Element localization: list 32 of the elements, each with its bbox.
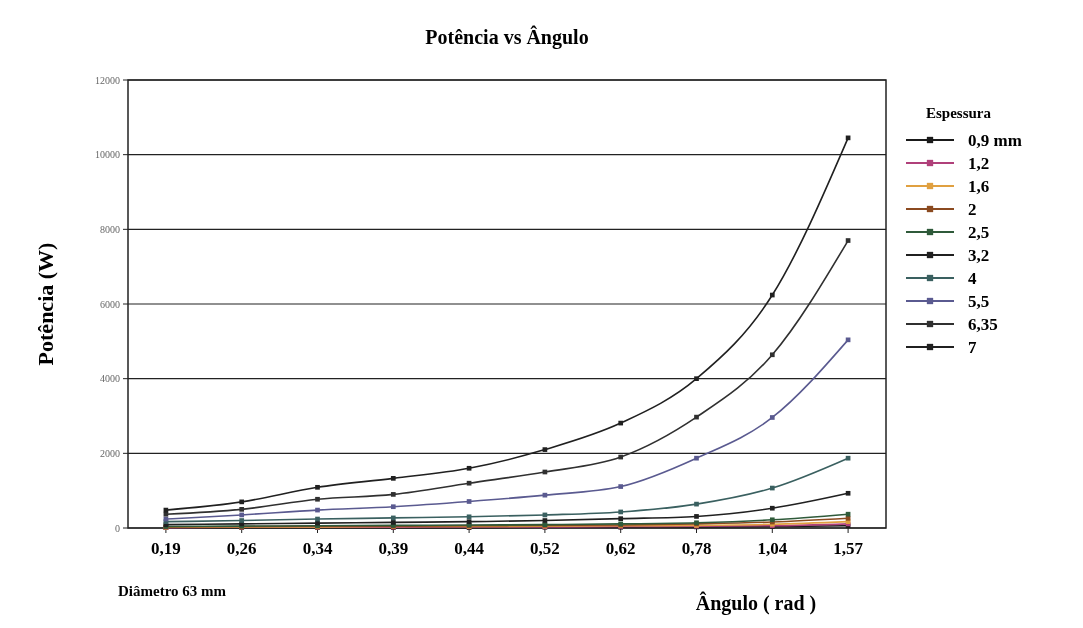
y-tick-label: 12000 <box>95 74 120 86</box>
x-tick-label: 0,19 <box>151 539 181 558</box>
y-tick-label: 4000 <box>100 373 120 385</box>
legend-label: 1,2 <box>968 153 990 173</box>
legend-label: 6,35 <box>968 314 998 334</box>
x-axis-title: Ângulo ( rad ) <box>695 591 817 615</box>
y-tick-label: 8000 <box>100 223 120 235</box>
legend-label: 5,5 <box>968 291 990 311</box>
x-tick-label: 0,44 <box>454 539 485 558</box>
x-tick-label: 1,04 <box>757 539 788 558</box>
y-tick-label: 10000 <box>95 149 120 161</box>
text: Diâmetro 63 mm <box>118 583 227 599</box>
x-tick-label: 0,34 <box>302 539 333 558</box>
x-tick-label: 1,57 <box>833 539 864 558</box>
y-axis-title: Potência (W) <box>33 242 58 366</box>
legend-label: 2 <box>968 199 977 219</box>
y-tick-label: 6000 <box>100 298 120 310</box>
legend-label: 4 <box>968 268 977 288</box>
legend-label: 7 <box>968 337 977 357</box>
legend-label: 1,6 <box>968 176 990 196</box>
x-tick-label: 0,26 <box>226 539 257 558</box>
x-tick-label: 0,39 <box>378 539 409 558</box>
y-tick-label: 2000 <box>100 447 120 459</box>
chart-title: Potência vs Ângulo <box>425 25 589 49</box>
legend-label: 2,5 <box>968 222 990 242</box>
x-tick-label: 0,78 <box>681 539 712 558</box>
legend-title: Espessura <box>926 105 992 121</box>
legend-label: 3,2 <box>968 245 990 265</box>
x-tick-label: 0,52 <box>530 539 560 558</box>
legend-label: 0,9 mm <box>968 130 1022 150</box>
x-tick-label: 0,62 <box>605 539 636 558</box>
y-tick-label: 0 <box>115 522 120 534</box>
